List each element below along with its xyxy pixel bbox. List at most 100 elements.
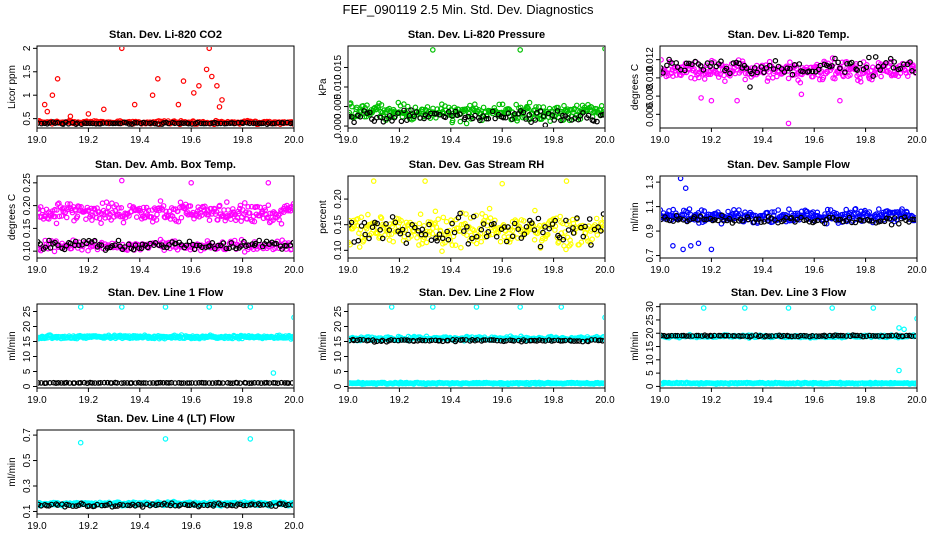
data-point (81, 379, 88, 386)
data-point (875, 206, 882, 212)
data-point (403, 117, 410, 124)
data-point (439, 248, 445, 255)
outlier-point (119, 47, 125, 52)
data-point (426, 232, 432, 238)
x-tick-label: 19.4 (753, 265, 773, 276)
series-main (38, 47, 293, 127)
outlier-point (695, 240, 702, 247)
data-point (758, 64, 765, 70)
data-point (386, 113, 393, 119)
data-point (597, 228, 604, 234)
data-point (398, 217, 404, 224)
data-point (509, 227, 516, 234)
data-point (53, 501, 60, 507)
x-tick-label: 19.0 (650, 395, 670, 406)
data-point (588, 242, 594, 248)
data-point (349, 103, 355, 110)
data-point (433, 224, 440, 230)
data-point (863, 333, 870, 340)
outlier-point (837, 97, 843, 104)
data-point (245, 204, 252, 210)
data-point (258, 120, 265, 127)
points (661, 177, 916, 253)
data-point (206, 380, 213, 386)
data-point (843, 206, 850, 213)
data-point (227, 380, 234, 387)
data-point (778, 333, 785, 340)
data-point (829, 55, 836, 61)
data-point (700, 67, 707, 73)
data-point (140, 119, 147, 126)
data-point (483, 233, 490, 240)
data-point (220, 240, 227, 246)
data-point (781, 69, 788, 75)
data-point (426, 221, 432, 228)
x-tick-label: 19.0 (338, 395, 358, 406)
outlier-point (896, 367, 902, 374)
data-point (234, 501, 241, 508)
data-point (388, 231, 395, 237)
data-point (212, 119, 218, 126)
outlier-point (180, 78, 187, 84)
data-point (852, 206, 859, 212)
data-point (351, 119, 357, 126)
data-point (683, 333, 690, 339)
data-point (595, 224, 601, 230)
data-point (255, 379, 261, 386)
x-tick-label: 19.6 (804, 395, 824, 406)
data-point (192, 380, 199, 386)
data-point (600, 112, 604, 118)
data-point (248, 380, 255, 386)
data-point (810, 73, 816, 80)
data-point (598, 103, 604, 109)
data-point (116, 205, 122, 211)
data-point (100, 120, 106, 126)
x-tick-label: 19.4 (130, 265, 150, 276)
y-tick-label: 1.3 (645, 175, 656, 189)
data-point (540, 229, 546, 236)
data-point (668, 332, 675, 339)
data-point (169, 500, 175, 507)
data-point (366, 235, 372, 242)
data-point (112, 120, 119, 127)
data-point (374, 230, 381, 236)
data-point (816, 333, 822, 340)
y-tick-label: 1.5 (22, 64, 33, 78)
outlier-point (785, 305, 792, 311)
data-point (115, 120, 121, 127)
data-point (708, 333, 715, 339)
points (38, 436, 293, 510)
x-tick-label: 20.0 (284, 395, 304, 406)
y-tick-label: 0.15 (333, 215, 344, 235)
data-point (528, 220, 535, 226)
y-tick-label: 0 (333, 383, 344, 389)
y-tick-label: 0.7 (22, 428, 33, 442)
data-point (163, 208, 169, 215)
data-point (86, 237, 92, 244)
data-point (224, 199, 230, 205)
y-tick-label: 0.1 (22, 504, 33, 518)
series-reference (349, 107, 604, 127)
series-main (38, 436, 293, 509)
data-point (601, 106, 604, 113)
x-tick-label: 19.8 (233, 395, 253, 406)
data-point (737, 211, 743, 217)
data-point (429, 230, 436, 237)
data-point (467, 102, 473, 109)
data-point (715, 217, 721, 224)
outlier-point (558, 305, 565, 310)
data-point (157, 379, 164, 386)
data-point (51, 248, 58, 255)
data-point (887, 55, 894, 62)
data-point (785, 75, 792, 82)
data-point (431, 110, 438, 117)
x-tick-label: 20.0 (284, 265, 304, 276)
data-point (599, 338, 604, 344)
data-point (827, 332, 833, 339)
data-point (531, 237, 538, 243)
x-tick-label: 20.0 (907, 265, 927, 276)
y-tick-label: 30 (645, 301, 656, 313)
data-point (378, 102, 385, 108)
data-point (539, 337, 546, 344)
